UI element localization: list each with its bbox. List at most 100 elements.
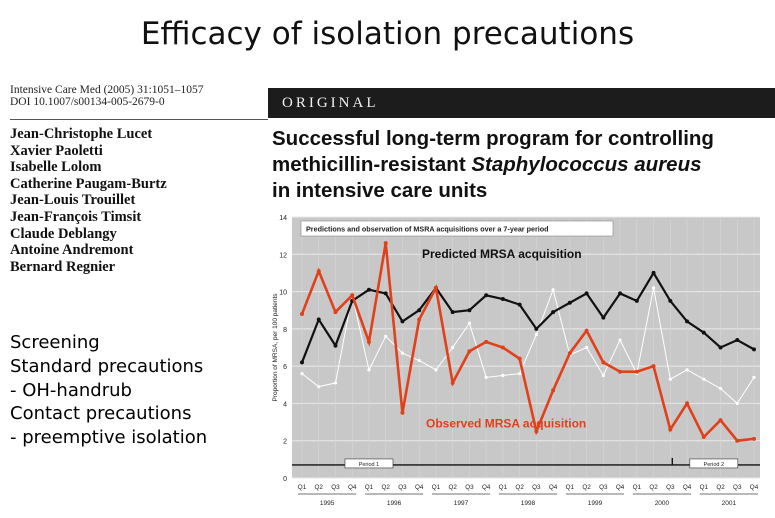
predicted-data-point [685,319,690,324]
paper-title-italic: Staphylococcus aureus [471,153,702,176]
year-label: 1999 [588,500,603,507]
predicted-data-point [551,310,556,315]
third-data-point [735,401,739,406]
chart-title: Predictions and observation of MSRA acqu… [306,225,549,234]
predicted-data-point [450,310,455,315]
bullet-list: Screening Standard precautions - OH-hand… [10,331,207,450]
section-label: ORIGINAL [282,95,379,111]
x-tick-label: Q3 [666,484,675,491]
third-data-point [618,338,622,342]
author-list: Jean-Christophe Lucet Xavier Paoletti Is… [10,126,167,275]
third-data-point [668,377,672,381]
paper-title-line-3: in intensive care units [272,179,488,202]
journal-doi: DOI 10.1007/s00134-005-2679-0 [10,96,165,108]
x-tick-label: Q4 [750,484,759,491]
third-data-point [484,375,488,379]
x-tick-label: Q2 [716,484,725,491]
observed-data-point [668,427,673,432]
bullet-item: - OH-handrub [10,379,132,401]
observed-data-point [634,369,639,374]
chart-container: 0 2 4 6 8 10 12 14 Proportion of MRSA, per 100 p… [268,208,768,518]
journal-citation: Intensive Care Med (2005) 31:1051–1057 [10,84,204,96]
paper-title-plain: methicillin-resistant [272,153,472,176]
y-tick-label: 8 [283,327,287,334]
third-data-point [333,381,338,385]
observed-data-point [735,438,740,443]
y-tick-label: 14 [279,215,287,222]
author-name: Isabelle Lolom [10,159,102,176]
predicted-annotation: Predicted MRSA acquisition [422,247,582,261]
observed-data-point [618,369,623,374]
chart-title-box [300,220,614,237]
observed-data-point [651,364,656,369]
period-label: Period 2 [704,462,725,468]
third-series-line [301,287,755,405]
third-data-point [685,368,689,372]
third-data-point [651,286,656,290]
observed-data-point [701,434,706,439]
third-data-point [518,372,522,376]
x-tick-label: Q1 [700,484,709,491]
year-label: 1995 [320,500,335,507]
predicted-data-point [752,347,756,352]
observed-data-point [417,317,422,322]
x-tick-label: Q1 [432,484,441,491]
x-tick-label: Q1 [298,484,307,491]
third-data-point [601,373,605,378]
predicted-data-point [634,298,639,303]
observed-data-point [601,360,606,365]
observed-data-point [484,339,489,344]
x-tick-label: Q3 [331,484,340,491]
x-tick-label: Q3 [398,484,407,491]
predicted-data-point [467,308,472,313]
journal-citation-block: Intensive Care Med (2005) 31:1051–1057 D… [10,84,204,108]
third-data-point [501,373,505,378]
x-tick-label: Q1 [566,484,575,491]
x-tick-label: Q3 [599,484,608,491]
x-tick-label: Q4 [549,484,558,491]
bullet-item: Standard precautions [10,355,204,377]
observed-data-point [366,339,371,344]
y-tick-label: 10 [279,290,287,297]
author-name: Jean-Louis Trouillet [10,192,136,209]
y-tick-label: 4 [283,401,287,408]
observed-data-point [400,410,405,415]
predicted-data-point [300,360,304,365]
third-data-point [367,368,371,372]
observed-data-point [433,285,438,290]
third-data-point [417,358,421,363]
bullet-item: - preemptive isolation [10,427,208,449]
observed-data-point [567,351,572,356]
third-data-point [702,377,706,381]
observed-data-point [383,241,388,246]
third-data-point [400,351,405,355]
x-tick-label: Q2 [582,484,591,491]
x-tick-label: Q2 [448,484,457,491]
year-label: 2000 [655,500,670,507]
observed-data-point [316,269,321,274]
bullet-item: Contact precautions [10,403,192,425]
slide-title: Efficacy of isolation precautions [140,16,635,52]
observed-data-point [517,356,522,361]
x-tick-label: Q4 [616,484,625,491]
observed-data-point [584,328,589,333]
observed-annotation: Observed MRSA acquisition [426,417,586,431]
third-data-point [752,375,756,379]
author-name: Bernard Regnier [10,258,116,275]
observed-data-point [450,380,455,385]
paper-title-line-1: Successful long-term program for control… [272,127,714,150]
year-label: 1998 [521,500,536,507]
x-tick-label: Q2 [382,484,391,491]
observed-series-line [300,242,755,443]
x-tick-label: Q2 [315,484,324,491]
third-data-point [534,332,538,337]
predicted-data-point [517,302,522,307]
third-data-point [718,386,723,391]
author-name: Jean-Christophe Lucet [10,126,153,142]
x-tick-label: Q4 [415,484,424,491]
predicted-data-point [333,343,338,348]
third-data-point [451,345,455,350]
x-tick-label: Q2 [515,484,524,491]
x-tick-label: Q1 [365,484,374,491]
x-tick-label: Q3 [733,484,742,491]
